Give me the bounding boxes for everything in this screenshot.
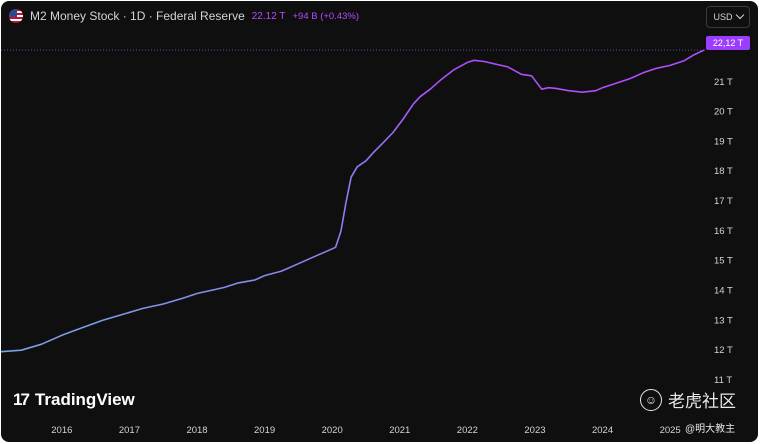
us-flag-icon: [9, 9, 23, 23]
m2-series-line: [1, 49, 705, 353]
y-tick-label: 15 T: [714, 256, 733, 267]
last-value: 22.12 T: [251, 10, 286, 22]
x-tick-label: 2021: [389, 425, 410, 436]
y-tick-label: 11 T: [714, 375, 732, 386]
currency-button[interactable]: USD: [706, 6, 750, 28]
tiger-community-watermark: ☺ 老虎社区: [640, 387, 736, 412]
tradingview-brand: TradingView: [34, 390, 135, 409]
author-handle: @明大教主: [685, 424, 736, 435]
y-tick-label: 12 T: [714, 345, 733, 356]
x-tick-label: 2019: [254, 425, 275, 436]
y-tick-label: 16 T: [714, 226, 733, 237]
tiger-logo-icon: ☺: [640, 388, 662, 411]
x-tick-label: 2024: [592, 425, 613, 436]
x-tick-label: 2022: [457, 425, 478, 436]
x-tick-label: 2020: [322, 425, 343, 436]
y-tick-label: 13 T: [714, 315, 733, 326]
y-tick-label: 14 T: [714, 286, 733, 297]
x-tick-label: 2017: [119, 425, 140, 436]
y-tick-label: 17 T: [714, 196, 733, 207]
chart-title: M2 Money Stock · 1D · Federal Reserve: [30, 9, 245, 23]
chevron-down-icon: [735, 10, 744, 20]
y-tick-label: 20 T: [714, 107, 733, 118]
x-tick-label: 2018: [186, 425, 207, 436]
x-tick-label: 2025: [660, 425, 681, 436]
y-tick-label: 18 T: [714, 166, 733, 177]
value-change: +94 B (+0.43%): [292, 10, 360, 22]
tradingview-logo-icon: 17: [13, 390, 30, 409]
chart-header: M2 Money Stock · 1D · Federal Reserve 22…: [9, 9, 359, 23]
y-axis: 11 T 12 T 13 T 14 T 15 T 16 T 17 T 18 T 19 T 20 T…: [714, 77, 733, 386]
x-tick-label: 2016: [51, 425, 72, 436]
currency-label: USD: [713, 12, 733, 22]
last-price-label: 22,12 T: [706, 36, 750, 50]
y-tick-label: 21 T: [714, 77, 733, 88]
tiger-brand: 老虎社区: [668, 392, 736, 411]
x-axis: 2016 2017 2018 2019 2020 2021 2022 2023 2024 2025: [51, 425, 680, 436]
tradingview-watermark: 17 TradingView: [13, 390, 135, 410]
x-tick-label: 2023: [524, 425, 545, 436]
y-tick-label: 19 T: [714, 136, 733, 147]
